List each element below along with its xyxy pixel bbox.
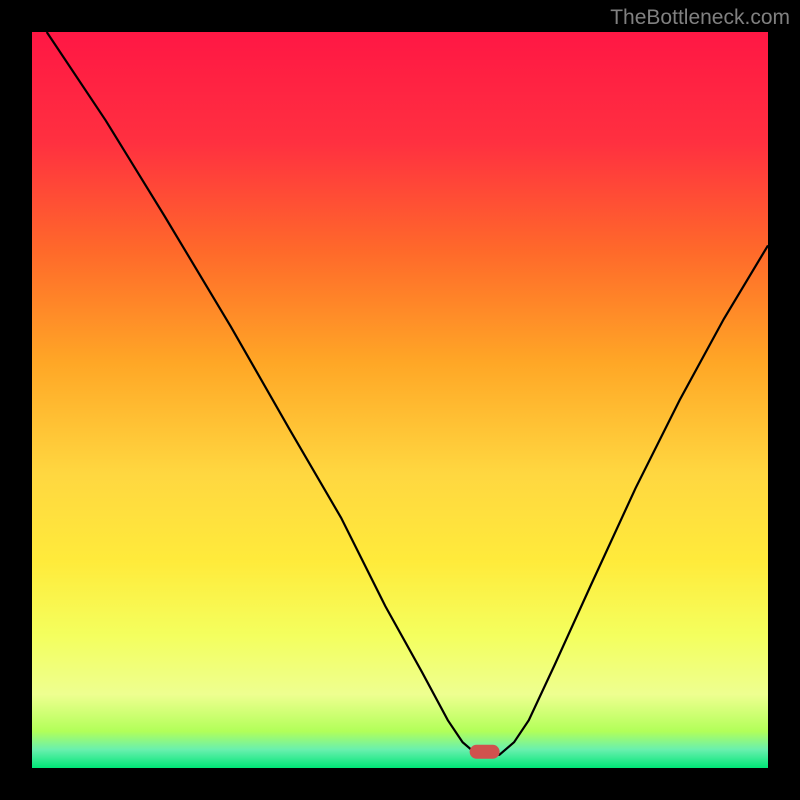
chart-container: TheBottleneck.com xyxy=(0,0,800,800)
watermark-text: TheBottleneck.com xyxy=(610,6,790,30)
plot-background xyxy=(32,32,768,768)
bottleneck-chart xyxy=(0,0,800,800)
optimal-marker xyxy=(470,745,500,759)
